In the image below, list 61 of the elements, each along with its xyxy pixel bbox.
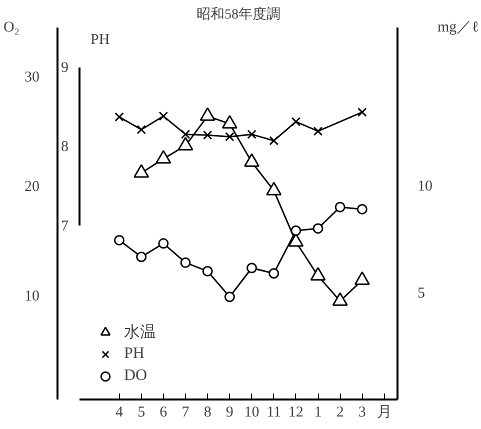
point [247, 130, 256, 139]
point [269, 136, 278, 146]
y-tick-label: 10 [24, 288, 40, 305]
x-tick-label: 8 [204, 404, 212, 420]
point [313, 126, 323, 136]
point [332, 292, 348, 306]
point [114, 112, 124, 122]
point [222, 114, 238, 129]
point [312, 223, 324, 234]
point [334, 202, 346, 212]
point [225, 132, 234, 142]
point [291, 117, 301, 126]
x-tick-label: 4 [116, 404, 124, 420]
point [180, 257, 191, 268]
point [134, 164, 150, 178]
y-axis-title: O₂ [3, 20, 20, 36]
y-tick-label: 20 [24, 179, 40, 196]
legend-label: PH [124, 345, 144, 363]
x-tick-label: 2 [336, 404, 344, 420]
point [354, 271, 370, 286]
point [246, 262, 257, 274]
point [202, 130, 212, 140]
point [268, 268, 280, 279]
point [356, 204, 368, 214]
y3-axis-title: PH [90, 32, 110, 48]
x-tick-label: 11 [266, 404, 282, 420]
point [266, 182, 282, 196]
point [290, 225, 302, 236]
point [178, 136, 194, 150]
chart-title: 昭和58年度調 [196, 6, 280, 22]
point [158, 238, 169, 249]
point [180, 130, 190, 139]
y2-tick-label: 10 [418, 178, 432, 195]
x-tick-label: 9 [226, 404, 234, 420]
legend-label: DO [124, 367, 148, 385]
point [136, 124, 146, 134]
x-tick-label: 12 [288, 404, 304, 420]
y2-tick-label: 5 [418, 286, 425, 302]
point [114, 234, 124, 246]
y3-tick-label: 9 [61, 60, 68, 76]
x-tick-label: 3 [358, 404, 366, 420]
x-tick-label: 10 [244, 404, 260, 420]
x-tick-label: 7 [182, 404, 190, 420]
point [136, 252, 147, 262]
point [202, 266, 213, 276]
point [158, 112, 168, 121]
y-tick-label: 30 [24, 70, 40, 86]
x-tick-label: 5 [138, 404, 146, 420]
y3-tick-label: 8 [61, 139, 68, 156]
point [224, 292, 235, 302]
legend-label: 水温 [124, 322, 156, 342]
point [156, 150, 172, 164]
point [244, 153, 260, 167]
point [200, 107, 216, 121]
x-tick-label: 1 [314, 404, 322, 420]
x-axis-title: 月 [376, 404, 392, 420]
y2-axis-title: mg／ℓ [438, 20, 479, 36]
y3-tick-label: 7 [61, 218, 69, 234]
point [358, 108, 367, 117]
x-tick-label: 6 [160, 404, 168, 420]
point [310, 267, 326, 281]
